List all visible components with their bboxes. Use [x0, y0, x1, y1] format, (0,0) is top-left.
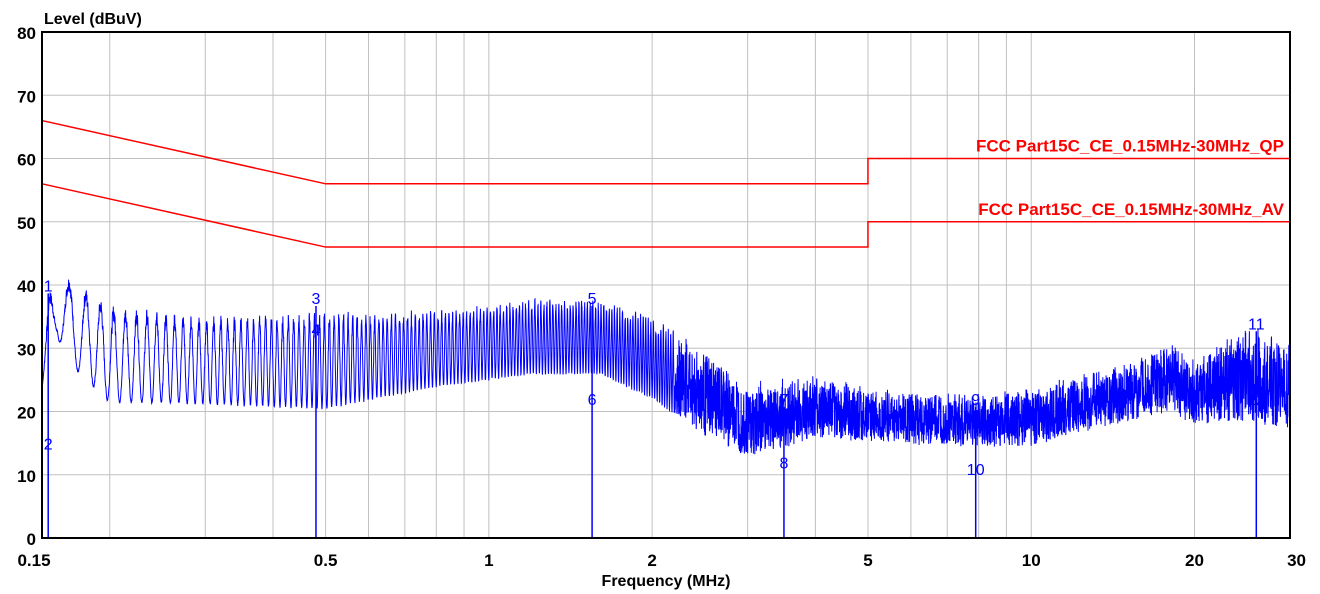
x-tick-label: 30 — [1287, 551, 1306, 570]
marker-label: 10 — [967, 462, 985, 479]
x-tick-label: 0.5 — [314, 551, 338, 570]
marker-label: 12 — [1247, 392, 1265, 409]
x-tick-label: 10 — [1022, 551, 1041, 570]
y-tick-label: 40 — [17, 277, 36, 296]
y-tick-label: 70 — [17, 87, 36, 106]
y-axis-ticks: 0 10 20 30 40 50 60 70 80 — [17, 24, 36, 549]
marker-label: 5 — [588, 291, 597, 308]
marker-label: 1 — [44, 278, 53, 295]
marker-label: 3 — [312, 291, 321, 308]
x-axis-label: Frequency (MHz) — [602, 573, 731, 590]
marker-label: 6 — [588, 392, 597, 409]
marker-label: 4 — [312, 323, 321, 340]
y-tick-label: 60 — [17, 151, 36, 170]
y-tick-label: 20 — [17, 404, 36, 423]
plot-frame — [41, 31, 1291, 539]
limit-line — [41, 119, 1290, 185]
y-axis-label: Level (dBuV) — [44, 11, 142, 28]
y-tick-label: 50 — [17, 214, 36, 233]
x-tick-label: 0.15 — [17, 551, 50, 570]
marker-label: 9 — [971, 392, 980, 409]
y-tick-label: 0 — [27, 530, 36, 549]
marker-label: 8 — [779, 455, 788, 472]
limit-label: FCC Part15C_CE_0.15MHz-30MHz_QP — [976, 137, 1284, 156]
trace-line — [41, 279, 1291, 455]
y-tick-label: 80 — [17, 24, 36, 43]
measurement-trace — [41, 279, 1291, 455]
x-tick-label: 20 — [1185, 551, 1204, 570]
limit-lines: FCC Part15C_CE_0.15MHz-30MHz_QP FCC Part1… — [41, 119, 1290, 248]
y-tick-label: 10 — [17, 467, 36, 486]
x-tick-label: 2 — [647, 551, 656, 570]
limit-line — [41, 183, 1290, 248]
grid — [42, 32, 1290, 538]
marker-label: 11 — [1248, 316, 1265, 333]
y-tick-label: 30 — [17, 340, 36, 359]
x-tick-label: 5 — [863, 551, 872, 570]
limit-label: FCC Part15C_CE_0.15MHz-30MHz_AV — [978, 200, 1284, 219]
marker-label: 2 — [44, 436, 53, 453]
marker-label: 7 — [779, 392, 788, 409]
x-axis-ticks: 0.15 0.5 1 2 5 10 20 30 — [17, 551, 1306, 570]
x-tick-label: 1 — [484, 551, 493, 570]
